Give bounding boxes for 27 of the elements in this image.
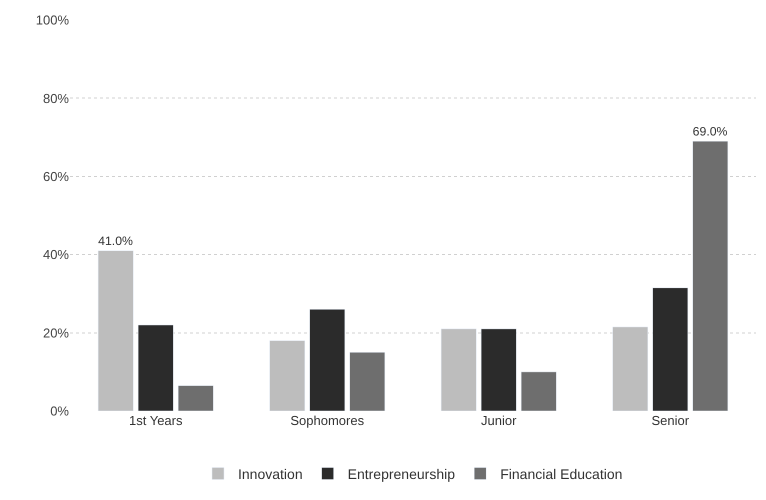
- x-tick-label: Senior: [651, 413, 690, 428]
- legend-label: Financial Education: [500, 466, 622, 482]
- y-tick-label: 40%: [42, 247, 70, 262]
- legend-label: Entrepreneurship: [348, 466, 456, 482]
- y-tick-label: 20%: [42, 325, 70, 340]
- bar: [98, 250, 134, 411]
- data-label: 41.0%: [98, 234, 134, 248]
- bar: [480, 328, 517, 411]
- x-tick-label: 1st Years: [129, 413, 183, 428]
- bar: [652, 288, 688, 411]
- bar: [309, 309, 346, 411]
- bar: [440, 328, 477, 411]
- y-tick-label: 100%: [36, 12, 70, 28]
- x-tick-label: Junior: [481, 413, 518, 428]
- bar: [269, 340, 306, 411]
- bar: [178, 385, 214, 411]
- bar: [520, 372, 557, 411]
- legend-label: Innovation: [238, 466, 303, 482]
- data-label: 69.0%: [692, 124, 728, 138]
- x-tick-label: Sophomores: [290, 413, 365, 428]
- bar: [138, 324, 174, 411]
- y-tick-label: 0%: [50, 404, 70, 419]
- bar: [692, 140, 728, 411]
- y-tick-label: 60%: [42, 168, 70, 184]
- bar: [349, 352, 386, 411]
- y-tick-label: 80%: [42, 90, 70, 106]
- bar: [612, 326, 648, 411]
